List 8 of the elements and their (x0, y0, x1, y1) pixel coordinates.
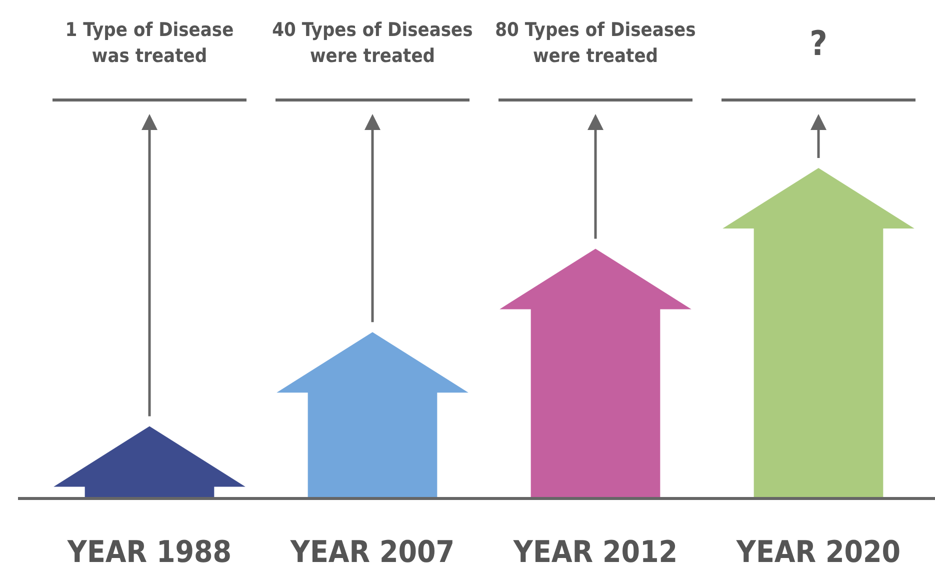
text: 1 Type of Disease was treated (65, 19, 234, 67)
x-tick-label: YEAR 1988 (66, 535, 232, 570)
text: ? (810, 24, 828, 64)
text: 40 Types of Diseases were treated (272, 19, 473, 67)
x-tick-label: YEAR 2007 (289, 535, 455, 570)
text: 80 Types of Diseases were treated (495, 19, 696, 67)
x-tick-label: YEAR 2012 (512, 535, 678, 570)
x-tick-label: YEAR 2020 (735, 535, 901, 570)
